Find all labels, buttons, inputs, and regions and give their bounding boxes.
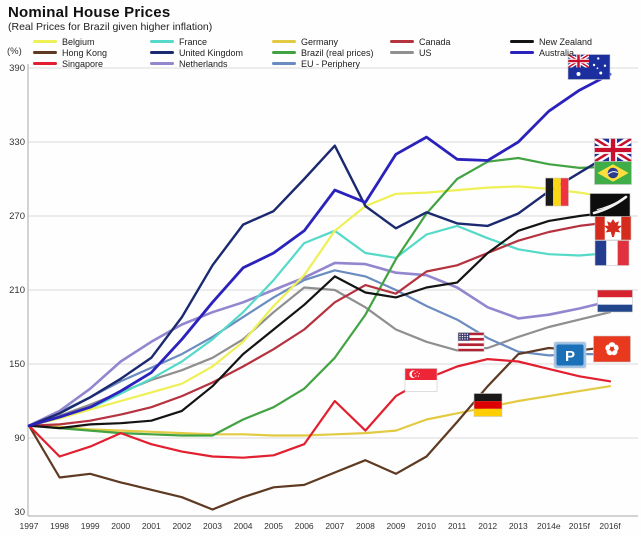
- x-tick-label: 2007: [325, 521, 344, 531]
- parking-sign: P: [553, 341, 587, 369]
- legend-item-new-zealand: New Zealand: [510, 37, 592, 47]
- flag-hong-kong: [593, 335, 631, 363]
- legend-item-belgium: Belgium: [33, 37, 95, 47]
- legend-item-germany: Germany: [272, 37, 338, 47]
- x-tick-label: 2001: [142, 521, 161, 531]
- x-tick-label: 2014e: [537, 521, 561, 531]
- flag-belgium: [545, 177, 569, 207]
- x-tick-label: 2000: [111, 521, 130, 531]
- legend-label: Netherlands: [179, 58, 228, 69]
- legend-swatch: [510, 50, 534, 55]
- x-tick-label: 2010: [417, 521, 436, 531]
- series-line-australia: [27, 72, 612, 428]
- x-tick-label: 2012: [478, 521, 497, 531]
- x-tick-label: 2013: [509, 521, 528, 531]
- legend-item-united-kingdom: United Kingdom: [150, 48, 243, 58]
- flag-australia: [567, 54, 611, 80]
- legend-swatch: [272, 39, 296, 44]
- legend-item-singapore: Singapore: [33, 59, 103, 69]
- x-tick-label: 2002: [172, 521, 191, 531]
- series-line-singapore: [27, 358, 612, 459]
- legend-label: Brazil (real prices): [301, 47, 374, 58]
- legend-item-eu-periphery: EU - Periphery: [272, 59, 360, 69]
- y-tick-label: 270: [9, 211, 25, 222]
- legend-swatch: [390, 39, 414, 44]
- series-line-netherlands: [27, 261, 612, 428]
- flag-us: [457, 332, 485, 352]
- y-tick-label: 330: [9, 137, 25, 148]
- series-line-germany: [27, 385, 612, 437]
- flag-united-kingdom: [594, 138, 632, 162]
- y-tick-label: 30: [14, 507, 25, 518]
- legend-label: France: [179, 36, 208, 47]
- x-tick-label: 2003: [203, 521, 222, 531]
- legend-item-australia: Australia: [510, 48, 574, 58]
- flag-new-zealand-fern: [589, 193, 631, 217]
- x-tick-label: 2005: [264, 521, 283, 531]
- legend-label: Australia: [539, 47, 575, 58]
- legend-label: US: [419, 47, 432, 58]
- legend-label: EU - Periphery: [301, 58, 361, 69]
- x-tick-label: 2006: [295, 521, 314, 531]
- x-tick-label: 2015f: [569, 521, 591, 531]
- legend-swatch: [150, 61, 174, 66]
- legend-label: Singapore: [62, 58, 104, 69]
- series-line-eu-periphery: [27, 269, 612, 427]
- flag-brazil: [594, 161, 632, 185]
- flag-canada: [594, 215, 632, 241]
- legend-swatch: [150, 39, 174, 44]
- series-line-hong-kong: [27, 345, 612, 511]
- legend-item-canada: Canada: [390, 37, 451, 47]
- flag-netherlands: [597, 289, 633, 313]
- x-tick-label: 2011: [448, 521, 467, 531]
- x-tick-label: 1999: [81, 521, 100, 531]
- legend-label: United Kingdom: [179, 47, 244, 58]
- y-tick-label: 390: [9, 63, 25, 74]
- x-tick-label: 2009: [386, 521, 405, 531]
- legend-swatch: [33, 50, 57, 55]
- legend-item-france: France: [150, 37, 207, 47]
- legend-label: Belgium: [62, 36, 95, 47]
- flag-singapore: [404, 368, 438, 392]
- x-tick-label: 2008: [356, 521, 375, 531]
- y-tick-label: 90: [14, 433, 25, 444]
- legend-label: New Zealand: [539, 36, 593, 47]
- legend-item-brazil-real-prices: Brazil (real prices): [272, 48, 374, 58]
- legend-item-netherlands: Netherlands: [150, 59, 228, 69]
- x-tick-label: 2016f: [599, 521, 621, 531]
- legend-label: Canada: [419, 36, 451, 47]
- x-tick-label: 1998: [50, 521, 69, 531]
- legend-swatch: [510, 39, 534, 44]
- y-tick-label: 150: [9, 359, 25, 370]
- page-title: Nominal House Prices: [8, 4, 171, 21]
- series-line-new-zealand: [27, 211, 612, 430]
- page-subtitle: (Real Prices for Brazil given higher inf…: [8, 21, 213, 33]
- legend: Belgium France Germany Canada New Zealand Hon…: [0, 0, 641, 72]
- legend-item-hong-kong: Hong Kong: [33, 48, 107, 58]
- series-line-united-kingdom: [27, 144, 612, 427]
- series-line-brazil-real-prices: [27, 156, 612, 437]
- series-line-us: [27, 286, 612, 427]
- series-line-france: [27, 224, 612, 427]
- legend-swatch: [272, 61, 296, 66]
- flag-germany: [473, 393, 503, 417]
- legend-swatch: [33, 61, 57, 66]
- legend-swatch: [33, 39, 57, 44]
- svg-text:P: P: [565, 348, 575, 365]
- legend-label: Hong Kong: [62, 47, 108, 58]
- legend-swatch: [390, 50, 414, 55]
- legend-item-us: US: [390, 48, 432, 58]
- flag-france: [594, 240, 630, 266]
- x-tick-label: 1997: [20, 521, 39, 531]
- legend-label: Germany: [301, 36, 339, 47]
- series-line-canada: [27, 221, 612, 427]
- y-axis-unit-label: (%): [7, 46, 22, 57]
- legend-swatch: [272, 50, 296, 55]
- y-tick-label: 210: [9, 285, 25, 296]
- series-line-belgium: [27, 185, 612, 427]
- x-tick-label: 2004: [234, 521, 253, 531]
- legend-swatch: [150, 50, 174, 55]
